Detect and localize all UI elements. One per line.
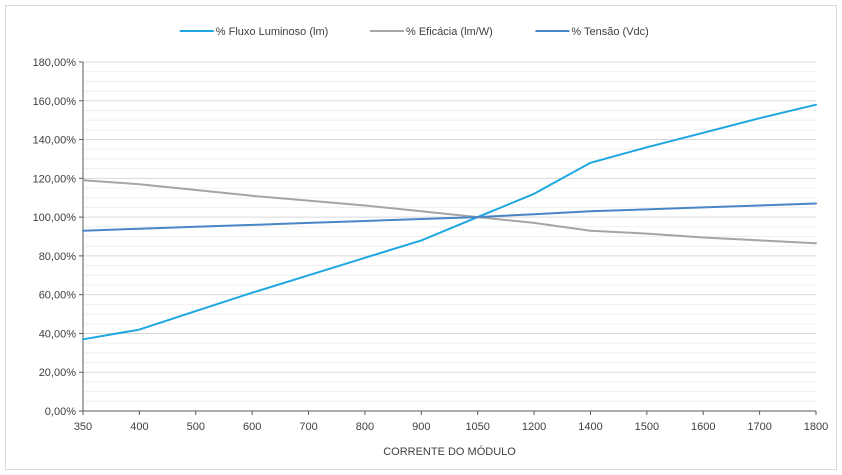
x-tick-label: 800 (356, 421, 374, 433)
series-group (82, 103, 817, 341)
y-tick-label: 60,00% (39, 290, 77, 302)
x-tick-label: 1050 (465, 421, 489, 433)
y-tick-label: 40,00% (39, 328, 77, 340)
x-tick-label: 500 (187, 421, 205, 433)
x-tick-label: 900 (412, 421, 430, 433)
series-line-3 (82, 202, 817, 232)
legend-label-2: % Eficácia (lm/W) (406, 26, 493, 38)
x-tick-label: 600 (243, 421, 261, 433)
x-tick-label: 1600 (691, 421, 715, 433)
x-tick-label: 700 (299, 421, 317, 433)
x-tick-label: 1400 (578, 421, 602, 433)
x-tick-label: 400 (130, 421, 148, 433)
x-tick-label: 1200 (522, 421, 546, 433)
y-tick-label: 160,00% (33, 96, 77, 108)
legend-label-3: % Tensão (Vdc) (571, 26, 648, 38)
x-tick-label: 1800 (804, 421, 828, 433)
x-axis-title: CORRENTE DO MÓDULO (383, 445, 516, 458)
x-tick-label: 350 (74, 421, 92, 433)
y-tick-label: 120,00% (33, 173, 77, 185)
y-tick-label: 20,00% (39, 367, 77, 379)
series-line-2 (82, 179, 817, 245)
x-tick-label: 1700 (747, 421, 771, 433)
legend-label-1: % Fluxo Luminoso (lm) (216, 26, 328, 38)
y-tick-label: 180,00% (33, 57, 77, 69)
x-tick-label: 1500 (635, 421, 659, 433)
y-tick-label: 80,00% (39, 251, 77, 263)
series-line-1 (82, 103, 817, 341)
gridlines (83, 61, 816, 402)
y-tick-label: 0,00% (45, 406, 76, 418)
legend: % Fluxo Luminoso (lm) % Eficácia (lm/W) % … (179, 26, 649, 38)
axes: 0,00% 20,00% 40,00% 60,00% 80,00% 100,00% 120,… (33, 57, 829, 433)
y-tick-label: 100,00% (33, 212, 77, 224)
y-tick-label: 140,00% (33, 135, 77, 147)
